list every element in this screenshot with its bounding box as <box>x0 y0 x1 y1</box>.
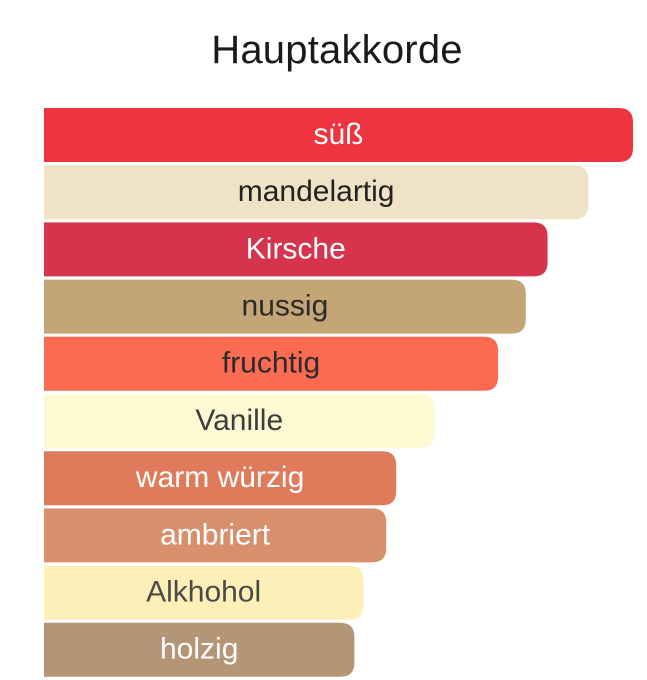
bars-layer: süß mandelartig Kirsche nussig fruchtig Vanil… <box>44 108 633 677</box>
bar-5: Vanille <box>44 394 435 448</box>
bar-2: Kirsche <box>44 222 548 277</box>
bar-label: Vanille <box>195 404 283 437</box>
bar-0: süß <box>44 108 633 162</box>
bar-4: fruchtig <box>44 336 499 391</box>
bar-8: Alkhohol <box>44 565 364 620</box>
bar-label: holzig <box>160 633 238 666</box>
bar-label: warm würzig <box>135 461 304 494</box>
bar-rect <box>44 451 397 506</box>
bar-label: nussig <box>242 290 329 323</box>
bar-label: Kirsche <box>246 232 346 265</box>
bar-1: mandelartig <box>44 165 589 220</box>
bar-rect <box>44 222 548 277</box>
bar-label: fruchtig <box>222 347 320 380</box>
bar-rect <box>44 565 364 620</box>
bar-rect <box>44 622 355 677</box>
chart-title: Hauptakkorde <box>211 28 463 72</box>
bar-rect <box>44 394 435 448</box>
bar-rect <box>44 336 499 391</box>
bar-3: nussig <box>44 279 526 334</box>
bar-label: Alkhohol <box>146 576 261 609</box>
bar-label: ambriert <box>160 518 271 551</box>
bar-label: mandelartig <box>238 175 395 208</box>
bar-rect <box>44 108 633 162</box>
bar-9: holzig <box>44 622 355 677</box>
bar-rect <box>44 279 526 334</box>
bar-rect <box>44 508 387 563</box>
bar-7: ambriert <box>44 508 387 563</box>
bar-6: warm würzig <box>44 451 397 506</box>
bar-label: süß <box>313 118 363 151</box>
bar-rect <box>44 165 589 220</box>
